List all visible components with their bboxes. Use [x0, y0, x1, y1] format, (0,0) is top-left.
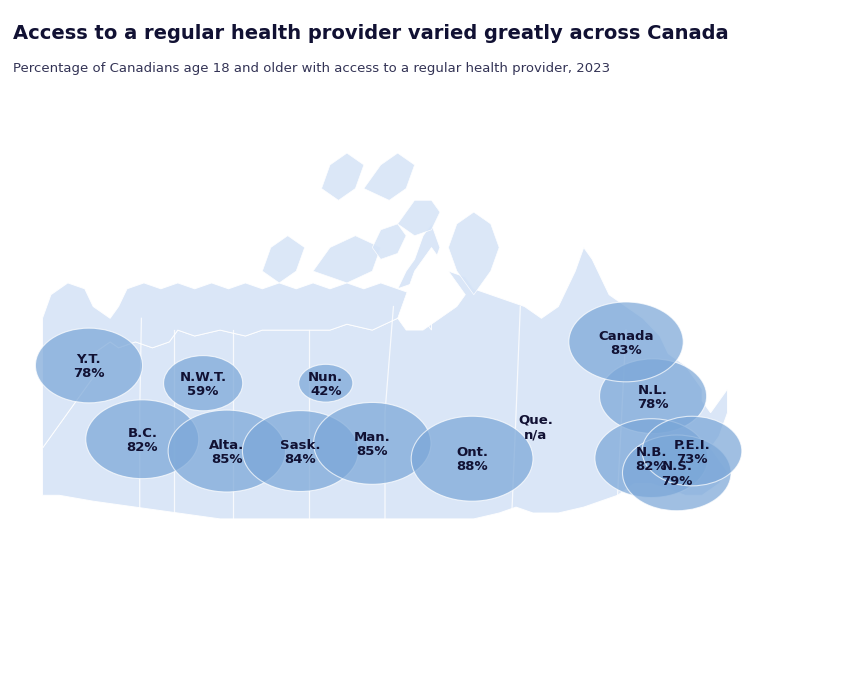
Text: 82%: 82% [127, 441, 158, 454]
Polygon shape [313, 236, 381, 283]
Text: N.B.: N.B. [636, 446, 667, 459]
Circle shape [35, 328, 142, 403]
Text: 84%: 84% [285, 453, 316, 466]
Text: Nun.: Nun. [308, 371, 343, 383]
Circle shape [569, 302, 683, 382]
Text: 85%: 85% [211, 453, 243, 466]
Circle shape [243, 411, 358, 491]
Circle shape [299, 364, 353, 402]
Text: 59%: 59% [187, 385, 219, 398]
Text: 83%: 83% [610, 344, 642, 357]
Circle shape [595, 418, 708, 497]
Text: Percentage of Canadians age 18 and older with access to a regular health provide: Percentage of Canadians age 18 and older… [13, 62, 610, 75]
Text: Que.: Que. [518, 414, 553, 427]
Text: 42%: 42% [310, 385, 342, 398]
Circle shape [168, 410, 286, 492]
Text: Alta.: Alta. [209, 438, 244, 451]
Circle shape [411, 416, 533, 501]
Circle shape [622, 435, 731, 511]
Polygon shape [398, 200, 440, 236]
Circle shape [85, 400, 198, 479]
Polygon shape [372, 224, 406, 259]
Text: N.W.T.: N.W.T. [180, 371, 227, 383]
Text: 88%: 88% [457, 460, 488, 473]
Circle shape [600, 359, 707, 434]
Circle shape [164, 355, 243, 411]
Polygon shape [262, 236, 305, 283]
Circle shape [642, 416, 742, 486]
Text: N.L.: N.L. [638, 383, 668, 397]
Text: 78%: 78% [638, 398, 669, 411]
Text: 73%: 73% [677, 453, 708, 466]
Polygon shape [42, 224, 728, 519]
Text: N.S.: N.S. [661, 460, 692, 473]
Text: 78%: 78% [73, 367, 104, 380]
Circle shape [313, 403, 431, 484]
Polygon shape [398, 248, 465, 330]
Text: Sask.: Sask. [280, 438, 321, 451]
Text: P.E.I.: P.E.I. [674, 438, 710, 451]
Text: 79%: 79% [661, 475, 692, 488]
Text: Canada: Canada [598, 329, 654, 342]
Text: n/a: n/a [524, 428, 547, 441]
Polygon shape [42, 283, 432, 448]
Text: Ont.: Ont. [457, 447, 488, 460]
Polygon shape [449, 212, 499, 295]
Polygon shape [322, 153, 364, 200]
Text: 85%: 85% [356, 445, 388, 458]
Text: B.C.: B.C. [127, 427, 157, 440]
Polygon shape [364, 153, 414, 200]
Text: Man.: Man. [354, 431, 391, 444]
Text: 82%: 82% [636, 460, 667, 473]
Text: Access to a regular health provider varied greatly across Canada: Access to a regular health provider vari… [13, 24, 728, 43]
Text: Y.T.: Y.T. [77, 353, 101, 366]
